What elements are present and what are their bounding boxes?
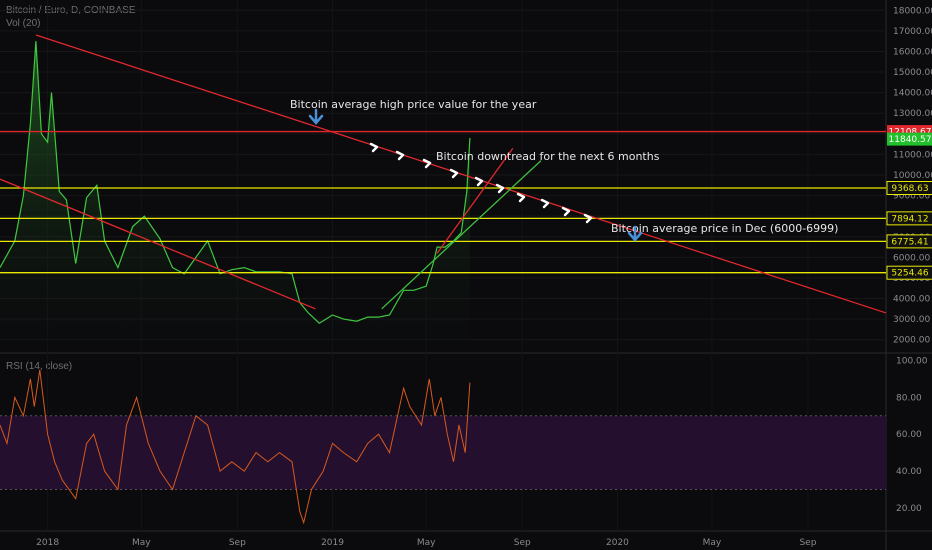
time-tick-label: Sep (229, 538, 246, 548)
time-tick-label: 2018 (36, 538, 59, 548)
rsi-tick-label: 80.00 (896, 393, 922, 403)
chevron-right-icon (583, 213, 593, 224)
price-line (0, 41, 471, 324)
rsi-tick-label: 20.00 (896, 504, 922, 514)
time-tick-label: 2019 (321, 538, 344, 548)
chevron-right-icon (540, 198, 550, 209)
time-tick-label: 2020 (606, 538, 629, 548)
price-pane (0, 34, 887, 350)
time-tick-label: Sep (799, 538, 816, 548)
price-tick-label: 2000.00 (893, 336, 930, 346)
chevron-right-icon (369, 142, 379, 153)
time-tick-label: May (703, 538, 722, 548)
axes-layer: 18000.00 17000.00 16000.00 15000.00 14000.00… (36, 6, 932, 548)
chevron-right-icon (516, 192, 526, 203)
chevron-right-icon (495, 183, 505, 194)
trendline (436, 147, 514, 254)
annotation-high: Bitcoin average high price value for the… (290, 98, 537, 111)
volume-label: Vol (20) (6, 18, 41, 29)
level-tag-label: 5254.46 (891, 269, 928, 279)
price-tick-label: 6000.00 (893, 253, 930, 263)
level-tag-label: 11840.57 (889, 135, 932, 145)
level-tag-label: 12108.67 (889, 128, 932, 138)
price-tick-label: 16000.00 (893, 47, 932, 57)
chevron-right-icon (561, 206, 571, 217)
annotation-layer: Bitcoin average high price value for the… (290, 98, 838, 242)
chevron-right-icon (395, 150, 405, 161)
level-tag-label: 7894.12 (891, 214, 928, 224)
rsi-tick-label: 40.00 (896, 467, 922, 477)
annotation-downtrend: Bitcoin downtread for the next 6 months (436, 150, 660, 163)
price-tick-label: 14000.00 (893, 89, 932, 99)
price-tick-label: 18000.00 (893, 6, 932, 16)
price-tick-label: 17000.00 (893, 27, 932, 37)
rsi-title: RSI (14, close) (6, 361, 73, 372)
level-tag (887, 132, 932, 146)
price-tick-label: 13000.00 (893, 109, 932, 119)
level-tag (886, 234, 932, 249)
price-tick-label: 3000.00 (893, 315, 930, 325)
price-tick-label: 15000.00 (893, 68, 932, 78)
level-tag (886, 211, 932, 226)
time-tick-label: May (417, 538, 436, 548)
chevron-right-icon (474, 176, 484, 187)
price-tick-label: 4000.00 (893, 295, 930, 305)
chevron-right-icon (422, 158, 432, 169)
price-tick-label: 11000.00 (893, 150, 932, 160)
level-tag-label: 9368.63 (891, 184, 928, 194)
level-tag-label: 6775.41 (891, 237, 928, 247)
rsi-band (0, 415, 886, 490)
rsi-tick-label: 100.00 (896, 357, 928, 367)
trendline (35, 34, 887, 314)
chevron-right-icon (449, 168, 459, 179)
rsi-line (0, 369, 471, 525)
arrow-down-icon (627, 225, 643, 242)
annotation-december: Bitcoin average price in Dec (6000-6999) (611, 222, 838, 235)
level-tag (886, 265, 932, 280)
price-tick-label: 10000.00 (893, 171, 932, 181)
trendline (0, 178, 316, 310)
rsi-pane (0, 369, 886, 525)
arrow-down-icon (308, 108, 324, 125)
time-tick-label: Sep (514, 538, 531, 548)
rsi-tick-label: 60.00 (896, 430, 922, 440)
time-tick-label: May (132, 538, 151, 548)
level-tag (886, 180, 932, 195)
price-tick-label: 9000.00 (893, 192, 930, 202)
trendline (381, 160, 542, 310)
